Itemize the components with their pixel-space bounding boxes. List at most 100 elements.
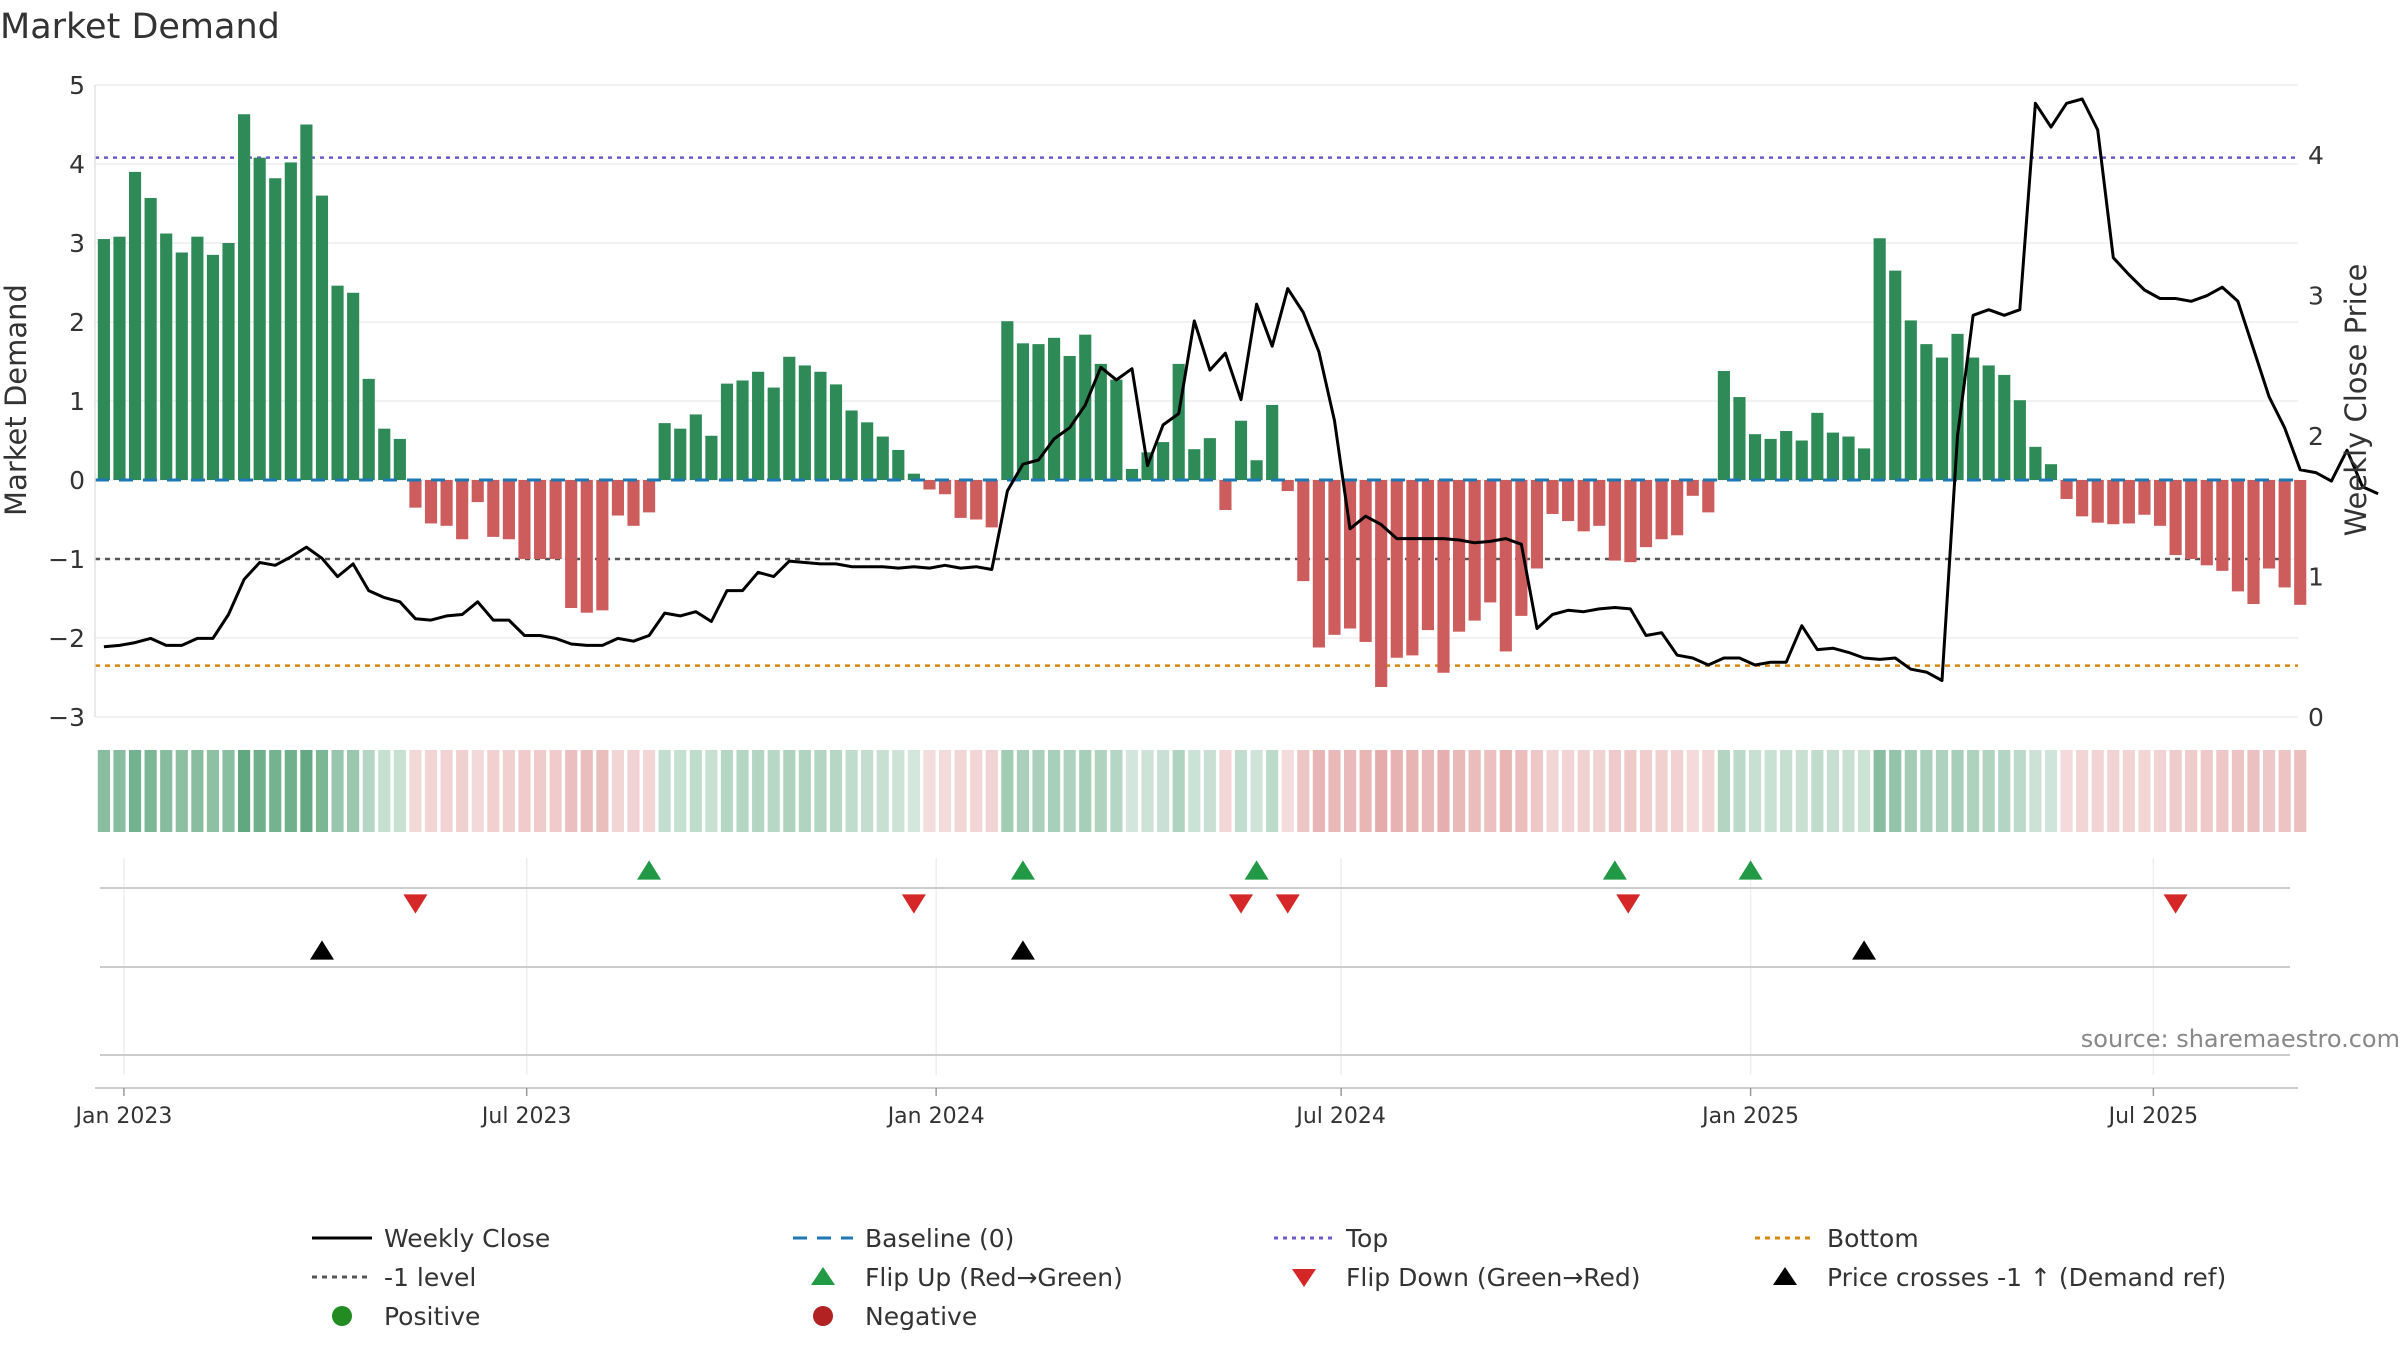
heat-cell [705,750,718,832]
y-tick-right: 2 [2308,422,2324,451]
demand-bar [128,171,142,480]
heat-cell [1234,750,1248,832]
heat-cell [1686,750,1699,832]
y-tick-right: 3 [2308,282,2324,311]
heat-cell [2029,750,2042,832]
heat-cell [2091,750,2104,832]
heat-cell [861,750,874,832]
demand-bar [315,195,329,480]
x-tick-label: Jul 2023 [480,1104,572,1129]
demand-bar [2231,480,2244,592]
demand-bar [2107,480,2120,525]
demand-bar [2185,480,2198,559]
heat-cell [1655,750,1668,832]
demand-bar [1733,397,1746,480]
heat-cell [518,750,531,832]
heat-cell [284,750,297,832]
heat-cell [720,750,734,832]
heat-cell [1079,750,1092,832]
demand-bar [1577,480,1590,532]
demand-bar [549,480,562,559]
demand-bar [1982,365,1995,480]
x-axis: Jan 2023 Jul 2023 Jan 2024 Jul 2024 Jan 2025… [73,1087,2298,1129]
flip-down-marker [901,894,926,914]
heat-cell [2294,750,2307,832]
heat-cell [1951,750,1964,832]
demand-bar [378,428,391,480]
heat-cell [253,750,266,832]
x-tick-label: Jan 2024 [886,1104,985,1129]
demand-bar [814,371,827,480]
demand-bar [393,438,406,480]
heat-cell [2060,750,2073,832]
heat-cell [876,750,889,832]
heat-cell [1110,750,1123,832]
demand-bar [206,254,220,480]
demand-bar [923,480,936,490]
heat-cell [1157,750,1170,832]
heat-cell [1593,750,1606,832]
demand-bar [1359,480,1372,642]
legend-item-flipup: Flip Up (Red→Green) [811,1263,1123,1292]
heat-cell [315,750,329,832]
legend-swatch [813,1306,833,1326]
y-tick-left: 2 [69,308,85,337]
demand-bar [985,480,998,528]
demand-bar [1686,480,1699,496]
heat-cell [1842,750,1855,832]
demand-bar [1250,460,1263,480]
heat-cell [191,750,204,832]
demand-bar [1546,480,1559,514]
x-tick-label: Jul 2024 [1294,1104,1386,1129]
heat-cell [1826,750,1839,832]
demand-bar [1873,238,1886,480]
heat-cell [128,750,142,832]
demand-bar [1702,480,1715,513]
legend-label: Bottom [1827,1224,1919,1253]
flip-down-marker [1275,894,1300,914]
heat-cell [1873,750,1886,832]
heat-cell [1562,750,1575,832]
heat-cell [502,750,515,832]
heat-cell [1639,750,1653,832]
demand-bar [284,162,297,481]
legend-label: Baseline (0) [865,1224,1014,1253]
heat-cell [1858,750,1871,832]
demand-bar [611,480,625,516]
heat-cell [456,750,469,832]
demand-bar [2247,480,2260,605]
demand-bar [1001,321,1014,480]
demand-bar [1312,480,1325,648]
grid-lines [95,84,2298,1075]
flip-up-marker [1602,860,1627,880]
demand-bar [1437,480,1450,673]
weekly-close-line [103,97,2379,682]
demand-bar [752,371,765,480]
x-tick-label: Jan 2023 [73,1104,172,1129]
demand-bar [533,480,547,559]
demand-bar [1998,374,2011,480]
heat-cell [549,750,562,832]
heat-cell [300,750,313,832]
heat-cell [1437,750,1450,832]
heat-cell [1359,750,1372,832]
heat-cell [97,750,110,832]
heat-cell [269,750,282,832]
demand-bar [565,480,578,608]
heat-cell [689,750,702,832]
heat-cell [347,750,360,832]
heat-cell [565,750,578,832]
legend: Weekly Close Baseline (0) Top Bottom -1 leve… [312,1224,2226,1331]
heat-cell [1499,750,1512,832]
heat-cell [1406,750,1419,832]
demand-bar [2200,480,2213,566]
demand-bar [97,239,110,480]
demand-bar [222,243,235,480]
heat-cell [424,750,438,832]
demand-bar [643,480,656,513]
demand-bar [2060,480,2073,499]
demand-bar [1328,480,1341,635]
demand-bar [1951,333,1964,480]
flip-up-marker [1738,860,1763,880]
y-tick-right: 4 [2308,141,2324,170]
